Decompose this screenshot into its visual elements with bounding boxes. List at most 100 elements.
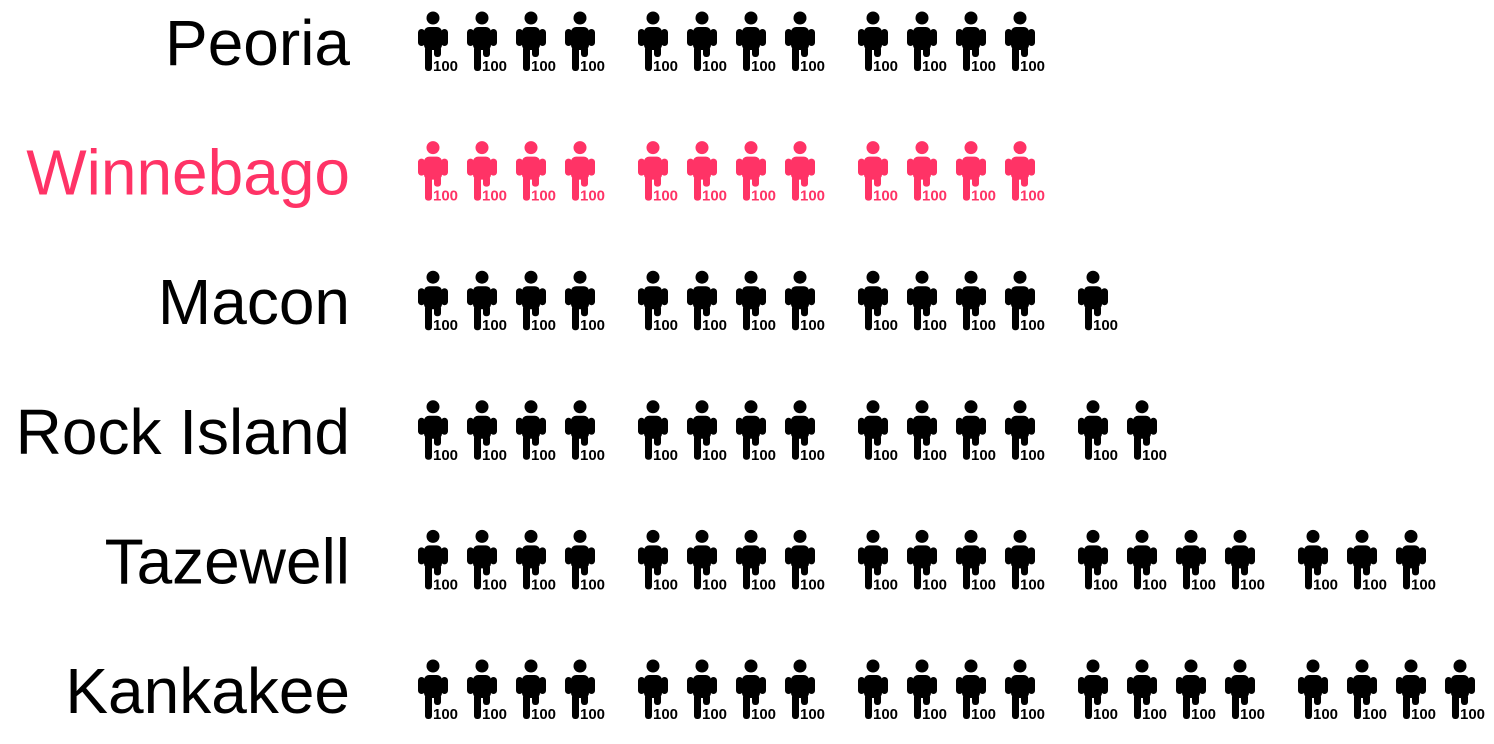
person-icon: 100 <box>638 400 678 464</box>
person-icon: 100 <box>785 659 825 723</box>
unit-label: 100 <box>873 188 898 205</box>
person-icon: 100 <box>687 141 727 205</box>
person-icon: 100 <box>418 529 458 593</box>
person-icon: 100 <box>1005 659 1045 723</box>
unit-label: 100 <box>531 188 556 205</box>
person-icon: 100 <box>638 529 678 593</box>
person-icon: 100 <box>1225 529 1265 593</box>
unit-label: 100 <box>531 706 556 723</box>
unit-label: 100 <box>751 706 776 723</box>
person-icon: 100 <box>638 11 678 75</box>
person-icon: 100 <box>687 529 727 593</box>
unit-label: 100 <box>1020 58 1045 75</box>
unit-label: 100 <box>702 317 727 334</box>
person-icon: 100 <box>907 270 947 334</box>
row-winnebago: Winnebago 100 100 100 100 100 100 100 100 100 100 1… <box>26 137 1045 209</box>
person-icon: 100 <box>785 270 825 334</box>
person-icon: 100 <box>1005 400 1045 464</box>
person-icon: 100 <box>1396 529 1436 593</box>
unit-label: 100 <box>482 58 507 75</box>
person-icon: 100 <box>638 141 678 205</box>
unit-label: 100 <box>1191 576 1216 593</box>
person-icon: 100 <box>736 400 776 464</box>
person-icon: 100 <box>858 270 898 334</box>
person-icon: 100 <box>516 141 556 205</box>
person-icon: 100 <box>1127 400 1167 464</box>
unit-label: 100 <box>653 58 678 75</box>
unit-label: 100 <box>531 576 556 593</box>
person-icon: 100 <box>1005 141 1045 205</box>
unit-label: 100 <box>1093 706 1118 723</box>
unit-label: 100 <box>873 447 898 464</box>
person-icon: 100 <box>956 270 996 334</box>
unit-label: 100 <box>653 317 678 334</box>
unit-label: 100 <box>433 706 458 723</box>
unit-label: 100 <box>702 706 727 723</box>
unit-label: 100 <box>971 576 996 593</box>
person-icon: 100 <box>418 141 458 205</box>
row-peoria: Peoria 100 100 100 100 100 100 100 100 100 100 100 1… <box>165 7 1045 79</box>
person-icon: 100 <box>516 11 556 75</box>
unit-label: 100 <box>800 706 825 723</box>
person-icon: 100 <box>565 659 605 723</box>
person-icon: 100 <box>956 659 996 723</box>
unit-label: 100 <box>1411 576 1436 593</box>
person-icon: 100 <box>565 270 605 334</box>
person-icon: 100 <box>1298 659 1338 723</box>
category-label: Winnebago <box>26 137 350 209</box>
person-icon: 100 <box>467 11 507 75</box>
unit-label: 100 <box>873 317 898 334</box>
unit-label: 100 <box>922 58 947 75</box>
unit-label: 100 <box>1191 706 1216 723</box>
unit-label: 100 <box>1240 706 1265 723</box>
unit-label: 100 <box>433 188 458 205</box>
row-kankakee: Kankakee 100 100 100 100 100 100 100 100 100 100 10… <box>65 655 1485 727</box>
unit-label: 100 <box>482 317 507 334</box>
unit-label: 100 <box>1093 576 1118 593</box>
person-icon: 100 <box>565 11 605 75</box>
person-icon: 100 <box>785 141 825 205</box>
row-macon: Macon 100 100 100 100 100 100 100 100 100 100 100 10… <box>158 266 1118 338</box>
unit-label: 100 <box>873 706 898 723</box>
person-icon: 100 <box>1127 529 1167 593</box>
unit-label: 100 <box>702 58 727 75</box>
unit-label: 100 <box>1313 576 1338 593</box>
category-label: Macon <box>158 266 350 338</box>
unit-label: 100 <box>922 188 947 205</box>
category-label: Peoria <box>165 7 350 79</box>
person-icon: 100 <box>907 141 947 205</box>
unit-label: 100 <box>433 58 458 75</box>
person-icon: 100 <box>467 141 507 205</box>
unit-label: 100 <box>1142 706 1167 723</box>
category-label: Rock Island <box>16 396 350 468</box>
unit-label: 100 <box>800 447 825 464</box>
person-icon: 100 <box>785 529 825 593</box>
unit-label: 100 <box>702 576 727 593</box>
unit-label: 100 <box>971 447 996 464</box>
unit-label: 100 <box>1411 706 1436 723</box>
person-icon: 100 <box>418 270 458 334</box>
unit-label: 100 <box>922 576 947 593</box>
person-icon: 100 <box>467 270 507 334</box>
person-icon: 100 <box>1445 659 1485 723</box>
unit-label: 100 <box>580 706 605 723</box>
unit-label: 100 <box>580 317 605 334</box>
person-icon: 100 <box>907 400 947 464</box>
unit-label: 100 <box>580 576 605 593</box>
person-icon: 100 <box>1396 659 1436 723</box>
category-label: Kankakee <box>65 655 350 727</box>
person-icon: 100 <box>1005 529 1045 593</box>
person-icon: 100 <box>1078 529 1118 593</box>
unit-label: 100 <box>531 58 556 75</box>
person-icon: 100 <box>1127 659 1167 723</box>
unit-label: 100 <box>751 447 776 464</box>
person-icon: 100 <box>1347 659 1387 723</box>
row-rock-island: Rock Island 100 100 100 100 100 100 100 100 100 10… <box>16 396 1167 468</box>
person-icon: 100 <box>467 659 507 723</box>
unit-label: 100 <box>433 317 458 334</box>
person-icon: 100 <box>687 659 727 723</box>
person-icon: 100 <box>956 11 996 75</box>
unit-label: 100 <box>531 317 556 334</box>
unit-label: 100 <box>1460 706 1485 723</box>
person-icon: 100 <box>907 659 947 723</box>
